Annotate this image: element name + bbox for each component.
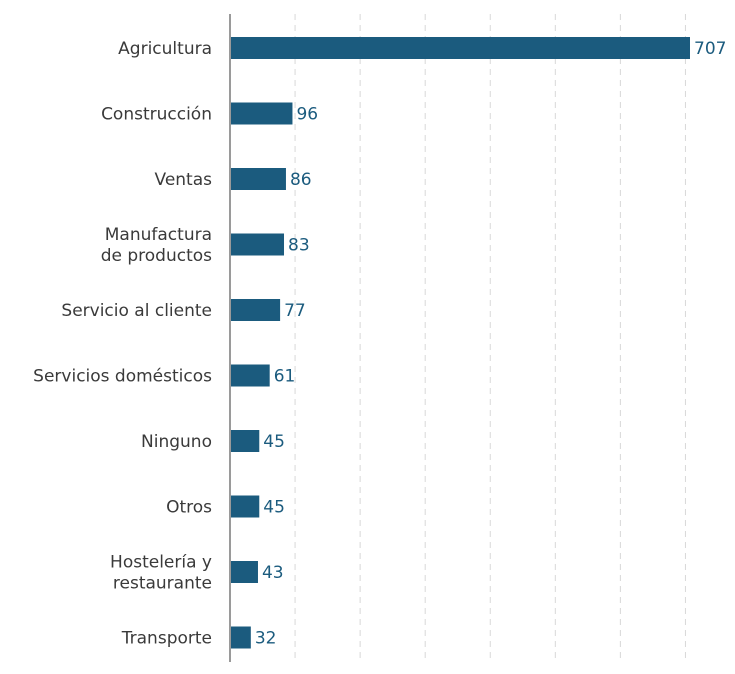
category-label: Ventas xyxy=(155,170,213,190)
category-label: Manufactura xyxy=(105,225,212,245)
category-label: Agricultura xyxy=(118,39,212,59)
bar xyxy=(230,561,258,583)
bar xyxy=(230,299,281,321)
category-labels: Agricultura Construcción Ventas Manufactura… xyxy=(33,39,212,649)
value-label: 45 xyxy=(263,498,285,518)
category-label: Servicio al cliente xyxy=(61,301,212,321)
bar xyxy=(230,364,270,387)
category-label: de productos xyxy=(101,246,212,266)
bar xyxy=(230,168,286,190)
bar xyxy=(230,495,260,518)
category-label: Servicios domésticos xyxy=(33,367,212,387)
bar xyxy=(230,626,251,649)
value-label: 86 xyxy=(290,170,312,190)
category-label: restaurante xyxy=(113,574,212,594)
value-label: 32 xyxy=(255,629,277,649)
value-label: 43 xyxy=(262,563,284,583)
value-label: 77 xyxy=(284,301,306,321)
category-label: Construcción xyxy=(101,105,212,125)
value-label: 45 xyxy=(263,432,285,452)
category-label: Otros xyxy=(166,498,212,518)
bar xyxy=(230,37,690,59)
value-label: 96 xyxy=(296,105,318,125)
grid-lines xyxy=(294,14,686,662)
bar xyxy=(230,233,285,256)
value-label: 83 xyxy=(288,236,310,256)
value-labels: 707 96 86 83 77 61 45 45 43 32 xyxy=(255,39,727,649)
category-label: Ninguno xyxy=(141,432,212,452)
value-label: 707 xyxy=(694,39,726,59)
bar xyxy=(230,430,260,452)
category-label: Hostelería y xyxy=(110,553,212,573)
value-label: 61 xyxy=(274,367,296,387)
category-label: Transporte xyxy=(121,629,212,649)
bar xyxy=(230,102,293,125)
bars xyxy=(230,37,690,649)
